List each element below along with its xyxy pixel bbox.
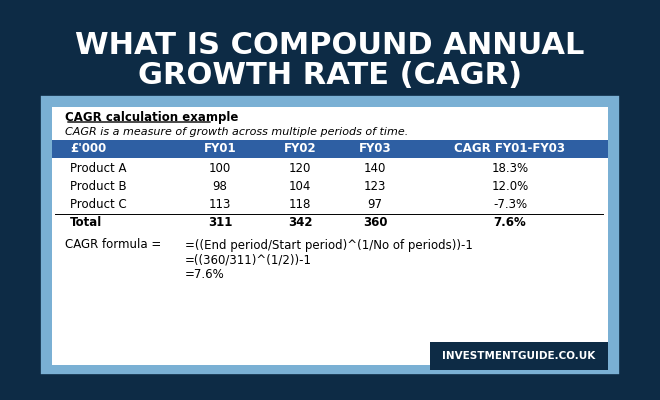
Text: GROWTH RATE (CAGR): GROWTH RATE (CAGR) <box>138 60 522 90</box>
Text: Product B: Product B <box>70 180 127 192</box>
FancyBboxPatch shape <box>430 342 608 370</box>
Text: £'000: £'000 <box>70 142 106 156</box>
Text: 98: 98 <box>213 180 228 192</box>
Text: Total: Total <box>70 216 102 228</box>
Text: 18.3%: 18.3% <box>492 162 529 174</box>
Text: CAGR FY01-FY03: CAGR FY01-FY03 <box>455 142 566 156</box>
Text: CAGR formula =: CAGR formula = <box>65 238 161 252</box>
Text: =7.6%: =7.6% <box>185 268 225 282</box>
Text: 97: 97 <box>368 198 383 210</box>
FancyBboxPatch shape <box>45 100 615 370</box>
Text: Product A: Product A <box>70 162 127 174</box>
Text: 118: 118 <box>289 198 311 210</box>
Text: 100: 100 <box>209 162 231 174</box>
Text: 140: 140 <box>364 162 386 174</box>
Text: FY01: FY01 <box>204 142 236 156</box>
Text: 123: 123 <box>364 180 386 192</box>
Text: =((360/311)^(1/2))-1: =((360/311)^(1/2))-1 <box>185 254 312 266</box>
Text: CAGR is a measure of growth across multiple periods of time.: CAGR is a measure of growth across multi… <box>65 127 409 137</box>
Text: 113: 113 <box>209 198 231 210</box>
Text: FY02: FY02 <box>284 142 316 156</box>
Text: 7.6%: 7.6% <box>494 216 527 228</box>
Text: 342: 342 <box>288 216 312 228</box>
Text: -7.3%: -7.3% <box>493 198 527 210</box>
Text: INVESTMENTGUIDE.CO.UK: INVESTMENTGUIDE.CO.UK <box>442 351 595 361</box>
Text: 12.0%: 12.0% <box>492 180 529 192</box>
Text: 104: 104 <box>289 180 311 192</box>
FancyBboxPatch shape <box>52 107 608 365</box>
Text: 120: 120 <box>289 162 311 174</box>
FancyBboxPatch shape <box>52 140 608 158</box>
Text: WHAT IS COMPOUND ANNUAL: WHAT IS COMPOUND ANNUAL <box>75 30 585 60</box>
Text: =((End period/Start period)^(1/No of periods))-1: =((End period/Start period)^(1/No of per… <box>185 238 473 252</box>
Text: CAGR calculation example: CAGR calculation example <box>65 112 238 124</box>
Text: FY03: FY03 <box>358 142 391 156</box>
Text: 311: 311 <box>208 216 232 228</box>
Text: Product C: Product C <box>70 198 127 210</box>
Text: 360: 360 <box>363 216 387 228</box>
